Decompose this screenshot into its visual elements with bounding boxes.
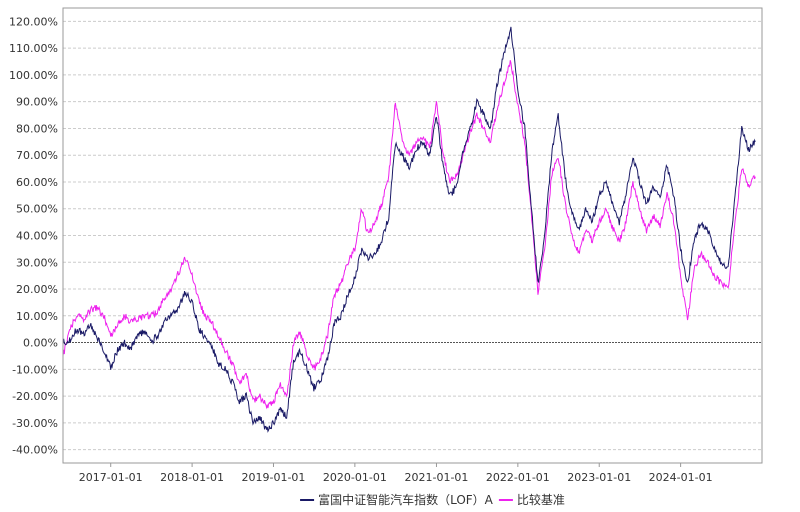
x-tick-label: 2020-01-01: [323, 471, 387, 484]
y-axis: 120.00% 110.00% 100.00% 90.00% 80.00% 70.00% 6…: [9, 15, 58, 456]
series-lines: [62, 26, 756, 433]
y-tick-label: 40.00%: [16, 230, 58, 243]
y-tick-label: 20.00%: [16, 283, 58, 296]
x-tick-label: 2017-01-01: [79, 471, 143, 484]
legend-label-fund: 富国中证智能汽车指数（LOF）A: [318, 492, 494, 507]
plot-frame: [62, 7, 763, 464]
y-tick-label: 0.00%: [23, 337, 58, 350]
series-line-benchmark: [62, 60, 756, 410]
legend: 富国中证智能汽车指数（LOF）A 比较基准: [300, 492, 565, 507]
y-tick-label: 80.00%: [16, 122, 58, 135]
series-line-fund: [62, 26, 756, 433]
y-tick-label: 110.00%: [9, 42, 58, 55]
y-tick-label: -10.00%: [12, 363, 58, 376]
x-tick-label: 2024-01-01: [649, 471, 713, 484]
y-tick-label: 120.00%: [9, 15, 58, 28]
x-tick-label: 2019-01-01: [242, 471, 306, 484]
y-tick-label: 60.00%: [16, 176, 58, 189]
legend-label-benchmark: 比较基准: [517, 492, 565, 507]
y-tick-label: 50.00%: [16, 203, 58, 216]
y-tick-label: -40.00%: [12, 444, 58, 457]
y-tick-label: 30.00%: [16, 256, 58, 269]
y-tick-label: -20.00%: [12, 390, 58, 403]
y-tick-label: 100.00%: [9, 69, 58, 82]
x-tick-label: 2018-01-01: [160, 471, 224, 484]
x-tick-label: 2021-01-01: [405, 471, 469, 484]
grid-lines: [63, 20, 762, 451]
y-tick-label: 10.00%: [16, 310, 58, 323]
y-tick-label: 90.00%: [16, 96, 58, 109]
y-tick-label: -30.00%: [12, 417, 58, 430]
x-tick-label: 2023-01-01: [567, 471, 631, 484]
y-tick-label: 70.00%: [16, 149, 58, 162]
x-axis: 2017-01-01 2018-01-01 2019-01-01 2020-01-01…: [79, 463, 713, 484]
x-tick-label: 2022-01-01: [486, 471, 550, 484]
